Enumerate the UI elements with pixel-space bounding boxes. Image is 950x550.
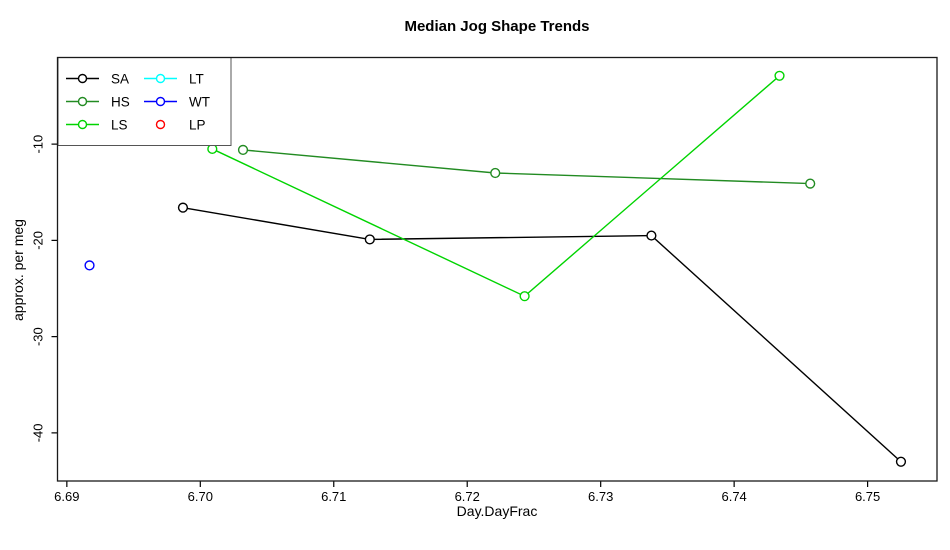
series-point-LS (774, 70, 785, 81)
series-point-SA (646, 230, 657, 241)
legend-label-SA: SA (111, 71, 129, 86)
series-line-SA (182, 206, 902, 463)
series-line-HS (242, 149, 811, 185)
series-point-WT (84, 260, 95, 271)
legend-key-marker-SA (77, 73, 88, 84)
legend-label-WT: WT (189, 94, 210, 109)
legend-label-LS: LS (111, 117, 128, 132)
y-tick-label: -10 (31, 135, 46, 154)
series-point-HS (490, 167, 501, 179)
series-point-HS (237, 144, 249, 156)
x-tick-label: 6.75 (855, 489, 880, 504)
x-tick-label: 6.70 (188, 489, 213, 504)
plot-border (56, 56, 938, 482)
y-tick-label: -30 (31, 327, 46, 346)
x-tick-label: 6.73 (588, 489, 613, 504)
legend-label-LT: LT (189, 71, 204, 86)
x-tick-label: 6.72 (455, 489, 480, 504)
x-tick-label: 6.74 (721, 489, 746, 504)
legend-key-marker-LS (77, 119, 88, 130)
y-tick-label: -40 (31, 423, 46, 442)
series-line-LS (212, 75, 780, 298)
legend-label-HS: HS (111, 94, 130, 109)
y-tick-label: -20 (31, 231, 46, 250)
series-point-SA (364, 234, 375, 245)
legend-key-marker-WT (155, 96, 166, 107)
legend-key-marker-LP (155, 119, 166, 130)
series-point-SA (895, 456, 907, 467)
x-tick-label: 6.69 (54, 489, 79, 504)
series-point-LS (519, 291, 530, 302)
x-tick-label: 6.71 (321, 489, 346, 504)
legend-label-LP: LP (189, 117, 206, 132)
series-point-HS (805, 178, 816, 189)
x-axis-label: Day.DayFrac (456, 503, 538, 519)
legend-key-marker-HS (77, 96, 88, 107)
chart-title: Median Jog Shape Trends (404, 18, 590, 35)
legend-key-marker-LT (155, 73, 166, 84)
series-point-SA (177, 202, 189, 213)
